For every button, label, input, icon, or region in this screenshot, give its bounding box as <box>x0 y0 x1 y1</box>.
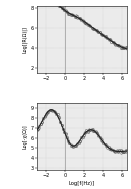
Y-axis label: Log[-χ(Ω)]: Log[-χ(Ω)] <box>23 124 28 149</box>
X-axis label: Log[f(Hz)]: Log[f(Hz)] <box>69 181 95 186</box>
Y-axis label: Log[|R(Ω)|]: Log[|R(Ω)|] <box>22 26 28 53</box>
